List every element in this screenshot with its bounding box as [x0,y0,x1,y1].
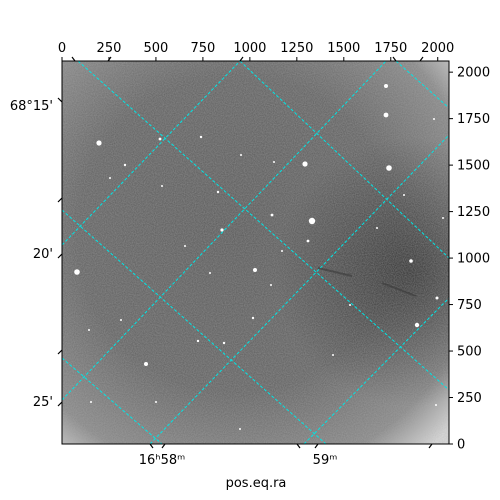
top-tick-label: 2000 [421,41,454,56]
star [433,118,435,120]
star [376,227,378,229]
right-tick-label: 0 [457,438,465,453]
star [196,339,200,343]
top-tick-label: 1750 [374,41,407,56]
star [216,190,220,194]
star [90,401,92,403]
right-tick-label: 1000 [457,252,490,267]
star-field [74,84,444,430]
top-tick-label: 1000 [233,41,266,56]
grid-line [62,209,327,444]
top-tick-label: 750 [190,41,215,56]
star [349,304,351,306]
sky-image [62,61,449,444]
right-tick-label: 250 [457,391,482,406]
grid-line [62,357,163,444]
star [155,401,157,403]
top-tick-label: 1250 [280,41,313,56]
star [270,213,274,217]
streak [317,267,353,277]
star [109,177,111,179]
wcs-tick [57,401,63,407]
axis-ticks: 0 250 500 750 1000 1250 1500 1750 2000 0 250 500 750… [57,41,490,453]
right-tick-label: 1500 [457,159,490,174]
star [144,362,148,366]
wcs-tick [392,56,397,62]
top-tick-label: 500 [144,41,169,56]
wcs-tick [107,56,112,62]
star [384,84,388,88]
star [308,217,316,225]
right-tick-label: 750 [457,298,482,313]
wcs-tick [314,443,319,449]
star [123,163,127,167]
right-tick-label: 1750 [457,112,490,127]
wcs-tick [161,443,166,449]
star [302,161,308,167]
grid-line [239,61,449,259]
star [88,329,90,331]
dec-label-15: 68°15' [10,99,53,114]
wcs-tick [296,443,301,449]
star [209,272,211,274]
star [270,284,272,286]
star [158,137,162,141]
plot-frame [61,60,450,445]
dec-label-20: 20' [33,247,53,262]
star [386,165,392,171]
grid-line [62,61,241,246]
star [74,269,80,275]
star [161,185,163,187]
star [184,245,186,247]
star [435,296,439,300]
star [383,112,389,118]
wcs-tick [57,253,63,259]
x-axis-label: pos.eq.ra [226,476,287,491]
star [435,404,437,406]
star [409,259,413,263]
star [273,161,275,163]
star [222,341,226,345]
wcs-tick [419,56,424,62]
star [414,322,420,328]
wcs-tick [57,97,63,103]
wcs-tick [428,443,433,449]
wcs-tick [71,56,76,62]
star [220,228,224,232]
star [240,154,242,156]
grid-line [303,297,449,444]
wcs-tick [149,443,154,449]
star [120,319,122,321]
wcs-tick [57,349,63,355]
streak [381,282,417,297]
right-tick-label: 1250 [457,205,490,220]
dec-label-25: 25' [33,395,53,410]
ra-label-58: 16ʰ58ᵐ [139,453,185,468]
star [403,194,405,196]
star [253,268,257,272]
top-tick-label: 1500 [327,41,360,56]
right-tick-label: 2000 [457,66,490,81]
star [199,135,203,139]
grid-line [62,61,387,401]
grid-line [77,61,449,391]
star [239,428,241,430]
top-tick-label: 0 [58,41,66,56]
ra-label-59: 59ᵐ [313,453,338,468]
wcs-tick [57,197,63,203]
star [251,316,255,320]
right-tick-label: 500 [457,345,482,360]
coordinate-grid [62,61,449,444]
wcs-tick [239,56,244,62]
star [306,239,310,243]
star [281,250,283,252]
grid-line [395,61,449,109]
star [332,354,334,356]
star [96,140,102,146]
top-tick-label: 250 [97,41,122,56]
star [442,217,444,219]
grid-line [149,134,449,444]
